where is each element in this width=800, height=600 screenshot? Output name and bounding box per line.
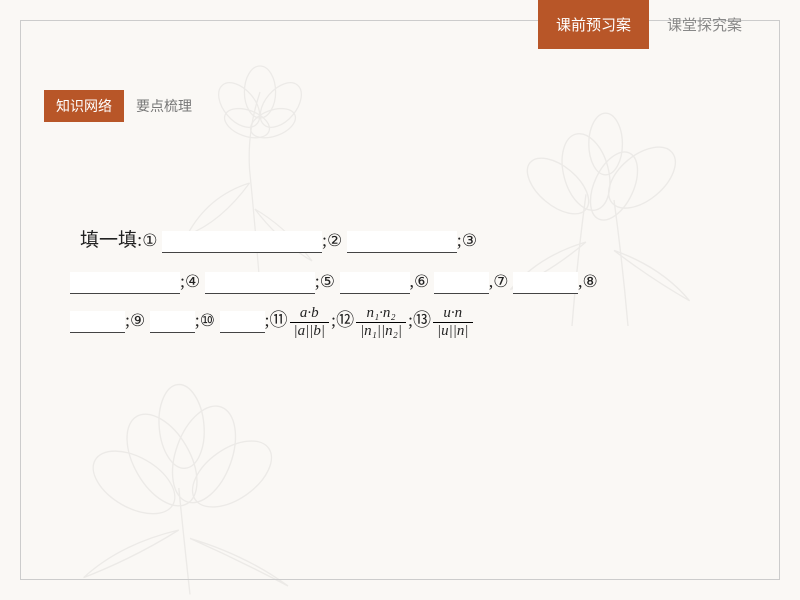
frac-13: u·n|u||n| [433,305,473,340]
content-body: 填一填:① ;② ;③ ;④ ;⑤ ,⑥ ,⑦ ,⑧ ;⑨ ;⑩ ;⑪a·b|a… [70,220,750,341]
blank-5[interactable] [340,272,410,294]
top-tabs: 课前预习案 课堂探究案 [538,0,760,49]
sub-tabs: 知识网络 要点梳理 [44,90,204,122]
tab-classroom[interactable]: 课堂探究案 [649,0,760,49]
blank-2[interactable] [347,231,457,253]
marker-8: ⑧ [583,272,598,291]
tab-preview[interactable]: 课前预习案 [538,0,649,49]
marker-6: ⑥ [414,272,429,291]
marker-5: ⑤ [320,272,335,291]
subtab-points[interactable]: 要点梳理 [124,90,204,122]
blank-8[interactable] [70,311,125,333]
marker-10: ⑩ [200,311,215,330]
blank-3[interactable] [70,272,180,294]
blank-6[interactable] [434,272,489,294]
marker-3: ③ [462,231,477,250]
marker-4: ④ [185,272,200,291]
marker-13: ⑬ [413,301,431,341]
blank-7[interactable] [513,272,578,294]
marker-7: ⑦ [493,272,508,291]
blank-4[interactable] [205,272,315,294]
marker-1: ① [142,231,157,250]
frac-12: n₁·n₂|n₁||n₂| [356,305,406,340]
fill-prompt: 填一填: [80,230,142,251]
blank-10[interactable] [220,311,265,333]
frac-11: a·b|a||b| [290,305,330,340]
blank-9[interactable] [150,311,195,333]
marker-12: ⑫ [336,301,354,341]
marker-2: ② [327,231,342,250]
marker-9: ⑨ [130,311,145,330]
blank-1[interactable] [162,231,322,253]
subtab-network[interactable]: 知识网络 [44,90,124,122]
marker-11: ⑪ [270,301,288,341]
